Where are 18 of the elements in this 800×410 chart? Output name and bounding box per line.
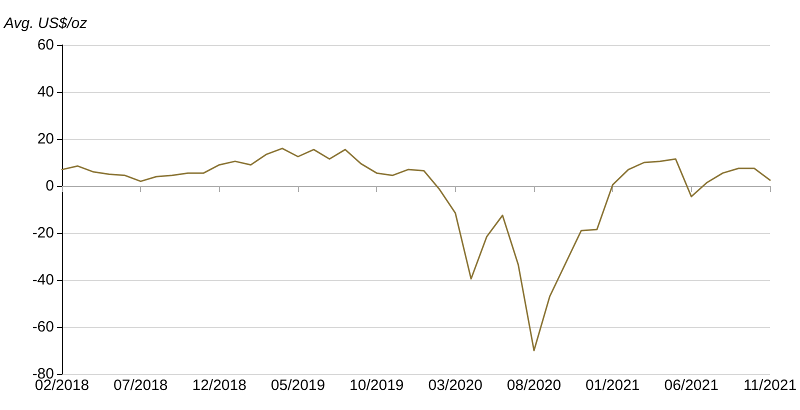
x-tick-label: 03/2020 xyxy=(428,377,482,394)
y-axis-title: Avg. US$/oz xyxy=(3,15,88,32)
y-tick-label: -60 xyxy=(32,318,54,336)
y-tick-label: 60 xyxy=(37,36,54,54)
y-tick-label: -20 xyxy=(32,224,54,242)
x-tick-label: 10/2019 xyxy=(350,377,404,394)
x-tick-label: 06/2021 xyxy=(664,377,718,394)
line-series xyxy=(61,148,771,352)
y-tick-label: -40 xyxy=(32,272,54,288)
y-tick-label: 40 xyxy=(37,84,54,100)
x-tick-label: 05/2019 xyxy=(270,377,326,394)
y-tick-label: 0 xyxy=(46,178,54,194)
x-tick-label: 08/2020 xyxy=(506,377,562,394)
x-tick-label: 12/2018 xyxy=(192,377,246,394)
y-tick-label: 20 xyxy=(37,130,54,148)
x-tick-label: 07/2018 xyxy=(114,377,168,394)
x-tick-label: 01/2021 xyxy=(586,377,640,394)
x-tick-label: 11/2021 xyxy=(743,377,797,394)
